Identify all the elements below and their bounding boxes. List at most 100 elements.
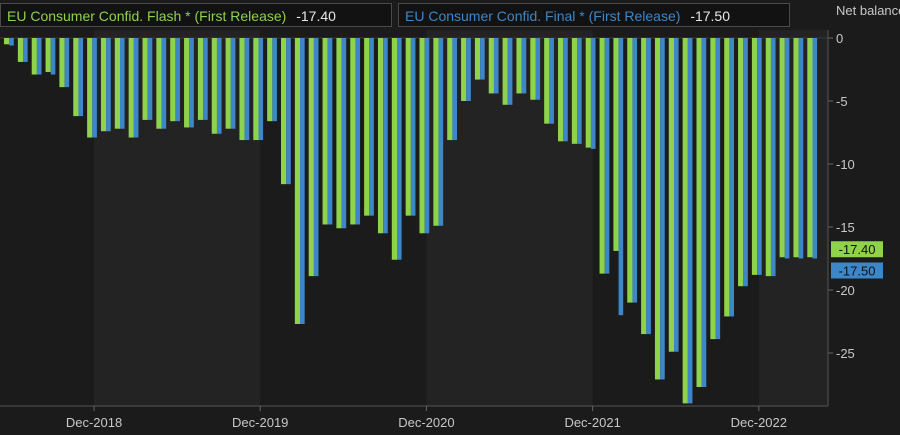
bar-flash (350, 38, 356, 225)
bar-flash (142, 38, 148, 120)
bar-flash (17, 38, 24, 62)
bar-flash (516, 38, 522, 94)
bar-final (355, 38, 361, 225)
bar-flash (156, 38, 162, 129)
legend-final-value: -17.50 (690, 8, 731, 24)
bar-flash (433, 38, 439, 226)
bar-flash (253, 38, 259, 141)
bar-flash (73, 38, 79, 117)
bar-flash (641, 38, 647, 335)
y-axis: 0 -5 -10 -15 -20 -25 (827, 30, 855, 406)
bar-flash (294, 38, 301, 325)
bar-final (521, 38, 527, 94)
bar-flash (724, 38, 730, 317)
bar-final (743, 38, 748, 287)
bar-final (175, 38, 180, 122)
bar-flash (322, 38, 328, 225)
y-tick-label: -15 (836, 220, 855, 235)
y-tick-label: -10 (836, 157, 855, 172)
bar-flash (87, 38, 93, 138)
bar-flash (765, 38, 771, 277)
bar-final (701, 38, 707, 388)
bar-flash (585, 38, 591, 148)
bar-final (397, 38, 402, 260)
bar-final (383, 38, 388, 234)
bar-flash (627, 38, 633, 303)
y-tick-label: -5 (836, 94, 848, 109)
bar-flash (45, 38, 51, 73)
bar-final (618, 38, 624, 316)
bar-final (549, 38, 554, 124)
bar-final (23, 38, 28, 62)
bar-flash (184, 38, 190, 128)
bar-final (632, 38, 638, 303)
bar-final (50, 38, 56, 75)
bar-final (327, 38, 333, 225)
bar-final (604, 38, 610, 274)
legend-final[interactable]: EU Consumer Confid. Final * (First Relea… (398, 3, 790, 27)
bar-final (272, 38, 277, 122)
bar-final (216, 38, 222, 134)
legend-flash[interactable]: EU Consumer Confid. Flash * (First Relea… (0, 3, 392, 27)
bar-flash (239, 38, 245, 141)
bar-flash (59, 38, 65, 88)
bar-final (715, 38, 721, 340)
bar-final (258, 38, 264, 141)
bar-final (161, 38, 167, 129)
bar-final (452, 38, 457, 141)
bar-final (230, 38, 236, 129)
bar-final (78, 38, 84, 117)
current-tag-flash: -17.40 (831, 241, 883, 258)
bar-flash (308, 38, 314, 277)
bar-final (133, 38, 139, 138)
bar-flash (807, 38, 813, 258)
bar-flash (114, 38, 120, 129)
bar-flash (461, 38, 467, 101)
bar-flash (419, 38, 425, 234)
y-axis-label: Net balance (836, 3, 900, 18)
bar-final (798, 38, 804, 259)
current-tag-final: -17.50 (831, 262, 883, 279)
bars (4, 38, 818, 404)
bar-flash (696, 38, 702, 388)
bar-flash (405, 38, 411, 216)
x-tick-label: Dec-2020 (398, 415, 454, 430)
bar-flash (281, 38, 287, 185)
current-tag-flash-label: -17.40 (839, 242, 876, 257)
bar-flash (710, 38, 716, 340)
bar-flash (474, 38, 481, 80)
bar-flash (100, 38, 107, 132)
y-tick-label: -20 (836, 283, 855, 298)
legend-final-name: EU Consumer Confid. Final * (First Relea… (405, 8, 681, 24)
bar-final (770, 38, 776, 277)
y-tick-label: 0 (836, 31, 843, 46)
bar-flash (267, 38, 273, 122)
bar-final (563, 38, 568, 142)
bar-final (369, 38, 374, 216)
bar-flash (682, 38, 688, 404)
bar-final (493, 38, 499, 94)
bar-final (687, 38, 693, 404)
x-tick-label: Dec-2021 (564, 415, 620, 430)
bar-flash (738, 38, 744, 287)
bar-final (507, 38, 513, 105)
bar-final (424, 38, 430, 234)
bar-final (9, 38, 14, 46)
x-tick-label: Dec-2019 (232, 415, 288, 430)
bar-flash (197, 38, 204, 120)
bar-flash (502, 38, 508, 105)
legend-flash-value: -17.40 (296, 8, 336, 24)
bar-final (244, 38, 250, 141)
bar-final (757, 38, 762, 275)
bar-final (480, 38, 485, 80)
bar-flash (447, 38, 453, 141)
x-axis: Dec-2018 Dec-2019 Dec-2020 Dec-2021 Dec-2022 (0, 405, 828, 430)
legend-flash-name: EU Consumer Confid. Flash * (First Relea… (7, 8, 287, 24)
bar-final (106, 38, 111, 132)
bar-final (189, 38, 194, 128)
bar-final (410, 38, 416, 216)
bar-flash (779, 38, 785, 258)
bar-final (577, 38, 582, 144)
bar-flash (668, 38, 674, 352)
